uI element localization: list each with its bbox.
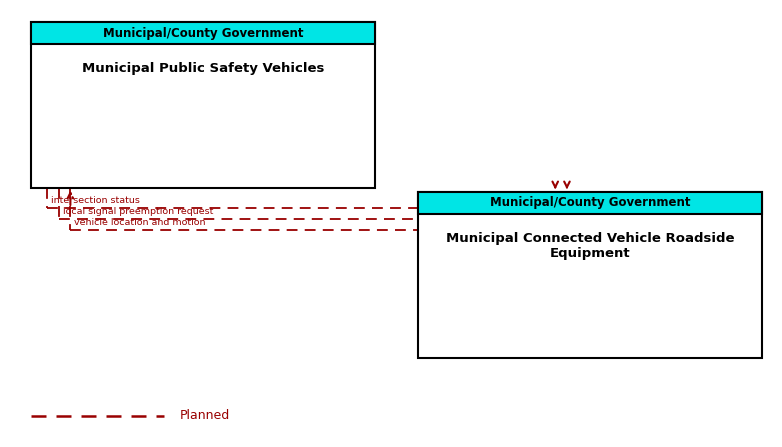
Bar	[418, 192, 762, 214]
Bar	[31, 22, 375, 44]
Text: Planned: Planned	[180, 409, 230, 422]
Text: Municipal Public Safety Vehicles: Municipal Public Safety Vehicles	[82, 62, 325, 75]
Bar	[31, 22, 375, 188]
Bar	[418, 192, 762, 358]
Text: intersection status: intersection status	[51, 196, 140, 205]
Text: local signal preemption request: local signal preemption request	[63, 207, 213, 216]
Text: vehicle location and motion: vehicle location and motion	[74, 218, 206, 227]
Text: Municipal Connected Vehicle Roadside
Equipment: Municipal Connected Vehicle Roadside Equ…	[447, 232, 734, 260]
Text: Municipal/County Government: Municipal/County Government	[103, 27, 303, 40]
Text: Municipal/County Government: Municipal/County Government	[490, 197, 691, 210]
